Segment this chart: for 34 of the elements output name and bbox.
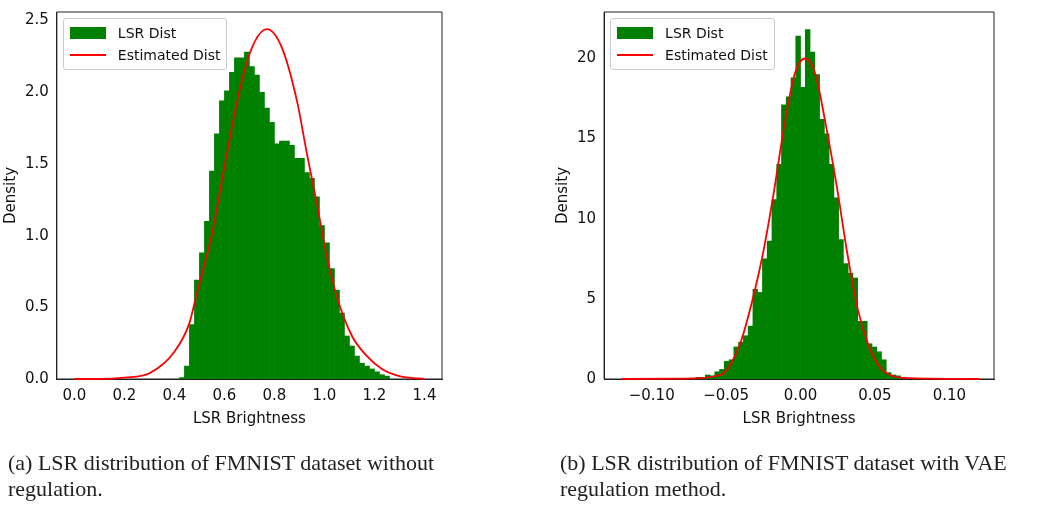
x-tick-label: 1.2 xyxy=(362,385,387,404)
legend-label: Estimated Dist xyxy=(117,47,221,63)
x-tick-label: 0.8 xyxy=(262,385,287,404)
y-tick-label: 20 xyxy=(576,48,597,67)
y-axis-title: Density xyxy=(552,166,571,225)
y-tick-label: 10 xyxy=(576,208,597,227)
x-tick-label: −0.05 xyxy=(703,385,750,404)
x-tick-label: 0.0 xyxy=(62,385,87,404)
legend-label: LSR Dist xyxy=(117,25,177,41)
x-axis-title: LSR Brightness xyxy=(192,408,307,427)
y-tick-label: 15 xyxy=(576,128,597,147)
y-tick-label: 2.5 xyxy=(25,10,49,29)
y-tick-label: 2.0 xyxy=(25,82,49,101)
y-tick-label: 0 xyxy=(586,368,597,387)
x-tick-label: 0.00 xyxy=(783,385,818,404)
x-tick-label: 0.4 xyxy=(162,385,187,404)
text: (a) LSR distribution of FMNIST dataset without regulation. xyxy=(8,450,436,502)
legend-label: LSR Dist xyxy=(665,25,724,41)
x-tick-label: 0.2 xyxy=(112,385,137,404)
y-tick-label: 1.0 xyxy=(25,225,49,244)
y-tick-label: 0.0 xyxy=(25,368,49,387)
x-tick-label: 1.0 xyxy=(312,385,337,404)
y-tick-label: 0.5 xyxy=(25,297,49,316)
x-axis-title: LSR Brightness xyxy=(742,408,856,427)
x-tick-label: 0.10 xyxy=(932,385,967,404)
x-tick-label: 0.05 xyxy=(858,385,892,404)
x-tick-label: −0.10 xyxy=(628,385,675,404)
y-axis-title: Density xyxy=(0,166,19,225)
x-tick-label: 1.4 xyxy=(412,385,437,404)
y-tick-label: 5 xyxy=(586,288,597,307)
text: (b) LSR distribution of FMNIST dataset with VAE regulation method. xyxy=(560,450,1008,502)
legend-label: Estimated Dist xyxy=(665,47,768,63)
x-tick-label: 0.6 xyxy=(212,385,237,404)
y-tick-label: 1.5 xyxy=(25,153,49,172)
